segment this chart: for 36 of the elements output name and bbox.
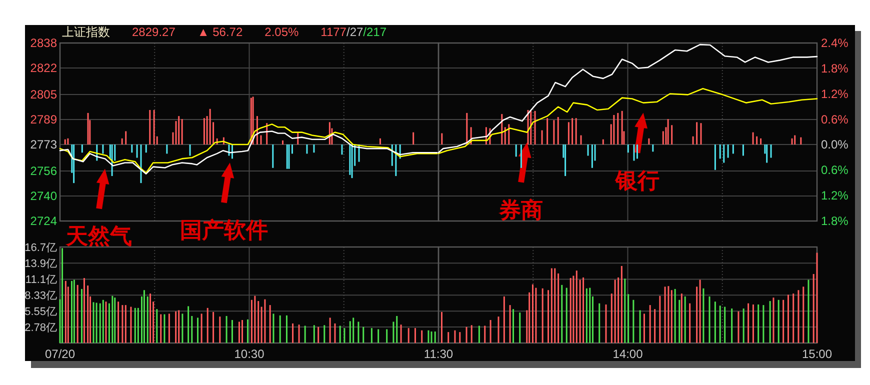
y-tick-label: 2756	[30, 164, 58, 178]
y-tick-label: 2805	[30, 88, 58, 102]
text: 2.05%	[264, 25, 299, 39]
text: 0.6%	[821, 112, 848, 126]
x-tick-label: 15:00	[802, 347, 832, 361]
x-tick-label: 11:30	[424, 347, 454, 361]
chart-title: 上证指数	[62, 25, 110, 39]
text: 0.0%	[821, 138, 848, 152]
y-tick-label: 13.9亿	[24, 258, 57, 270]
annotation: 银行	[614, 168, 660, 193]
text: 1.2%	[821, 86, 848, 101]
y-tick-label: 2838	[30, 36, 58, 50]
text: 0.6%	[821, 163, 848, 178]
x-tick-label: 10:30	[234, 347, 265, 361]
y-tick-label: 16.7亿	[24, 242, 57, 254]
text: 2.4%	[821, 36, 848, 50]
y-tick-label: 2.78亿	[24, 322, 57, 334]
y-tick-label: 2822	[30, 60, 58, 75]
annotation: 国产软件	[180, 218, 268, 243]
annotation: 券商	[498, 197, 544, 222]
text: ▲ 56.72	[197, 25, 243, 39]
y-tick-label: 2789	[30, 112, 58, 127]
text: 1.8%	[821, 214, 848, 228]
y-tick-label: 8.33亿	[24, 290, 57, 302]
text: 1177/27/217	[320, 25, 387, 39]
text: 1.2%	[821, 188, 848, 203]
x-tick-label: 07/20	[44, 347, 76, 361]
y-tick-label: 2773	[30, 137, 58, 152]
text: 2829.27	[132, 25, 176, 39]
y-tick-label: 2724	[30, 214, 58, 228]
x-tick-label: 14:00	[612, 347, 644, 361]
annotation: 天然气	[65, 224, 132, 249]
y-tick-label: 5.55亿	[24, 306, 57, 318]
y-tick-label: 11.1亿	[25, 274, 57, 286]
text: 1.8%	[821, 61, 848, 76]
y-tick-label: 2740	[30, 189, 58, 204]
